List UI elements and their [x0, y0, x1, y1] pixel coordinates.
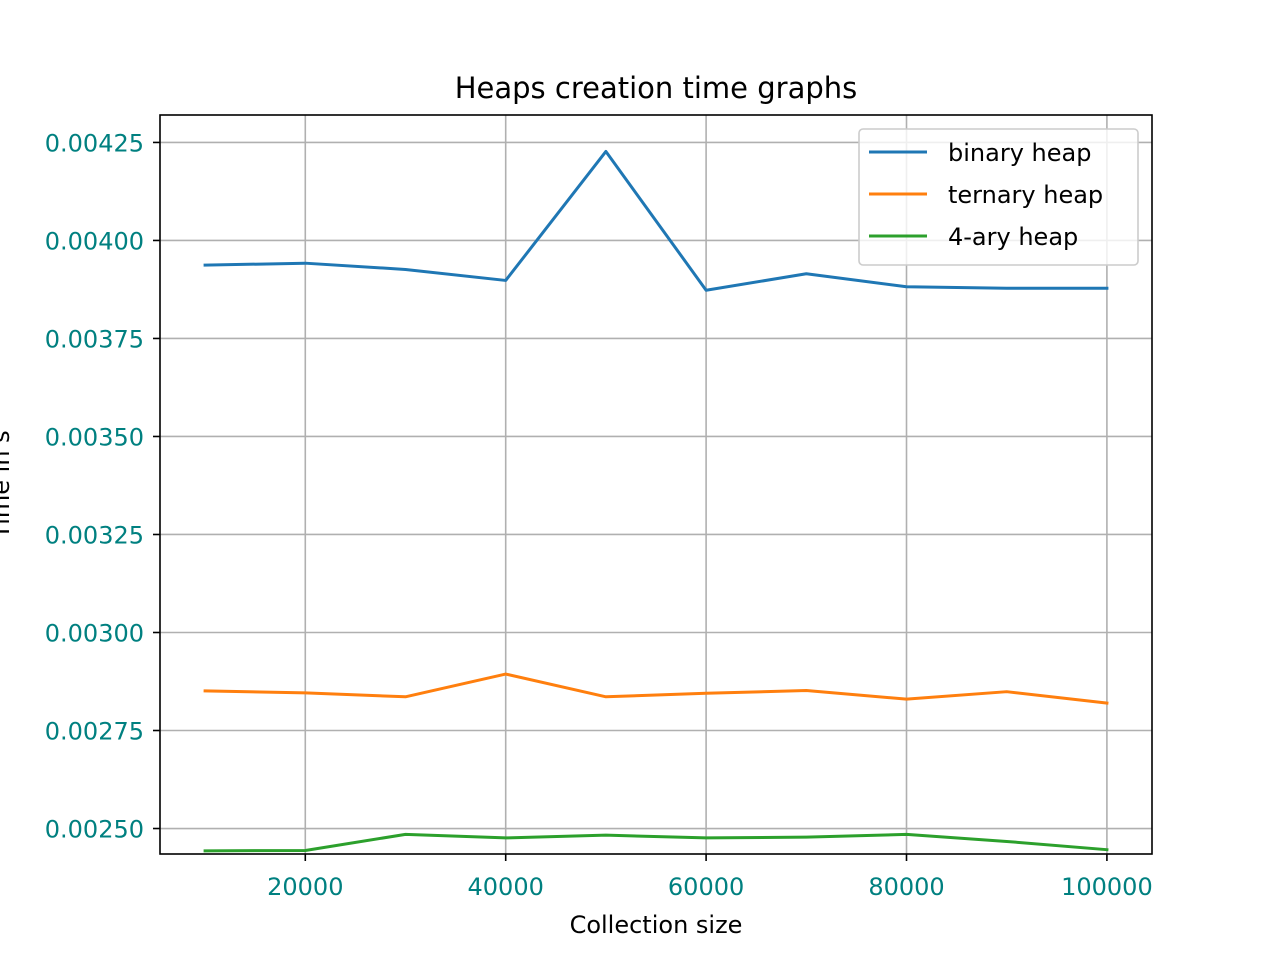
x-tick-label: 40000	[468, 873, 544, 901]
chart-title: Heaps creation time graphs	[455, 71, 858, 105]
x-tick-label: 100000	[1061, 873, 1153, 901]
series-line-binary-heap	[203, 149, 1109, 292]
grid-lines	[160, 115, 1152, 854]
y-tick-label: 0.00325	[45, 521, 144, 549]
x-tick-label: 20000	[267, 873, 343, 901]
y-tick-label: 0.00400	[45, 227, 144, 255]
y-tick-label: 0.00425	[45, 129, 144, 157]
legend: binary heap ternary heap 4-ary heap	[858, 128, 1139, 266]
legend-label-binary-heap: binary heap	[948, 139, 1091, 167]
x-tick-label: 80000	[868, 873, 944, 901]
x-tick-label: 60000	[668, 873, 744, 901]
series-lines	[203, 149, 1109, 853]
legend-box	[858, 128, 1139, 266]
x-axis-title: Collection size	[570, 911, 743, 939]
plot-area-frame	[159, 114, 1153, 855]
y-axis-ticks: 0.00250 0.00275 0.00300 0.00325 0.00350 0.003…	[45, 129, 160, 844]
y-tick-label: 0.00250	[45, 816, 144, 844]
y-tick-label: 0.00275	[45, 718, 144, 746]
legend-label-4-ary-heap: 4-ary heap	[948, 223, 1078, 251]
y-axis-title: Time in s	[0, 430, 15, 539]
legend-label-ternary-heap: ternary heap	[948, 181, 1103, 209]
series-line-ternary-heap	[203, 672, 1109, 705]
y-tick-label: 0.00375	[45, 325, 144, 353]
x-axis-ticks: 20000 40000 60000 80000 100000	[267, 854, 1153, 901]
y-tick-label: 0.00350	[45, 423, 144, 451]
y-tick-label: 0.00300	[45, 619, 144, 647]
series-line-4-ary-heap	[203, 832, 1109, 853]
